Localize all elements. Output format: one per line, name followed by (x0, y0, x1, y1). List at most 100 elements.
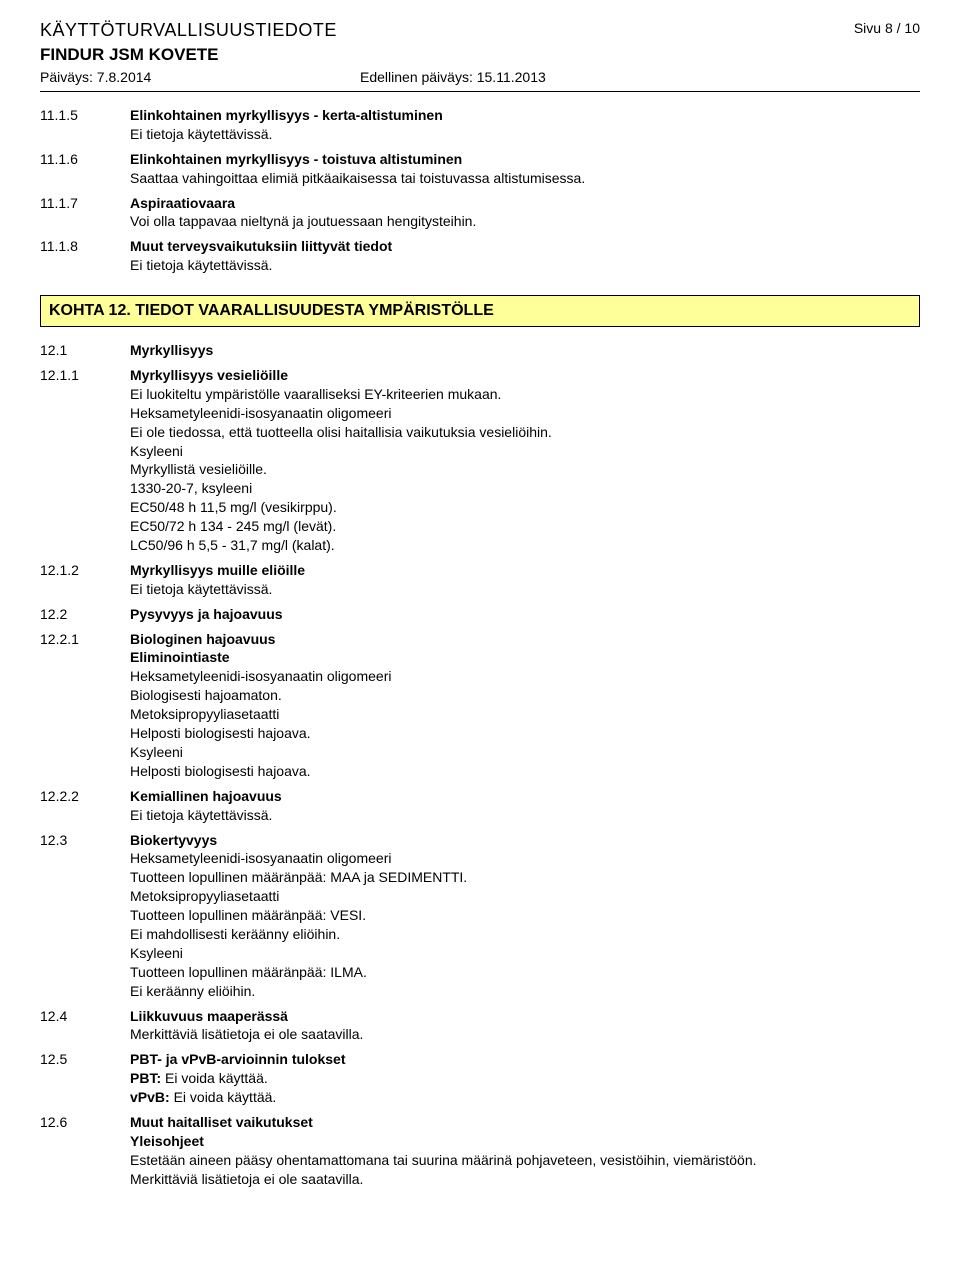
kv-value: Ei voida käyttää. (170, 1089, 277, 1105)
kv-key: PBT: (130, 1070, 161, 1086)
section-block: 12.5PBT- ja vPvB-arvioinnin tuloksetPBT:… (40, 1050, 920, 1107)
section-number: 11.1.6 (40, 150, 130, 188)
section-text-line: Estetään aineen pääsy ohentamattomana ta… (130, 1151, 920, 1170)
section-block: 12.2.2Kemiallinen hajoavuusEi tietoja kä… (40, 787, 920, 825)
section-title: Biologinen hajoavuus (130, 630, 920, 649)
section-text-line: Biologisesti hajoamaton. (130, 686, 920, 705)
section-block: 12.1.2Myrkyllisyys muille eliöilleEi tie… (40, 561, 920, 599)
section-row: 12.2.2Kemiallinen hajoavuusEi tietoja kä… (40, 787, 920, 825)
section-text-line: Voi olla tappavaa nieltynä ja joutuessaa… (130, 212, 920, 231)
header-row: KÄYTTÖTURVALLISUUSTIEDOTE Sivu 8 / 10 (40, 20, 920, 41)
section-body: Elinkohtainen myrkyllisyys - toistuva al… (130, 150, 920, 188)
section-kv-line: PBT: Ei voida käyttää. (130, 1069, 920, 1088)
section-number: 12.2.2 (40, 787, 130, 825)
section-number: 12.1.1 (40, 366, 130, 555)
section-title: Muut terveysvaikutuksiin liittyvät tiedo… (130, 237, 920, 256)
section-number: 11.1.7 (40, 194, 130, 232)
section-text-line: EC50/48 h 11,5 mg/l (vesikirppu). (130, 498, 920, 517)
section-number: 12.1 (40, 341, 130, 360)
kv-key: vPvB: (130, 1089, 170, 1105)
section-text-line: Heksametyleenidi-isosyanaatin oligomeeri (130, 404, 920, 423)
section-row: 12.6Muut haitalliset vaikutuksetYleisohj… (40, 1113, 920, 1189)
section-title: Liikkuvuus maaperässä (130, 1007, 920, 1026)
section-body: BiokertyvyysHeksametyleenidi-isosyanaati… (130, 831, 920, 1001)
section-text-line: Metoksipropyyliasetaatti (130, 887, 920, 906)
section-block: 11.1.5Elinkohtainen myrkyllisyys - kerta… (40, 106, 920, 144)
page-number: Sivu 8 / 10 (854, 20, 920, 36)
section-body: Kemiallinen hajoavuusEi tietoja käytettä… (130, 787, 920, 825)
section-number: 12.2.1 (40, 630, 130, 781)
kohta-12-header: KOHTA 12. TIEDOT VAARALLISUUDESTA YMPÄRI… (40, 295, 920, 327)
section-text-line: Ksyleeni (130, 442, 920, 461)
dates-row: Päiväys: 7.8.2014 Edellinen päiväys: 15.… (40, 69, 920, 85)
date-current: Päiväys: 7.8.2014 (40, 69, 360, 85)
doc-type: KÄYTTÖTURVALLISUUSTIEDOTE (40, 20, 337, 41)
section-row: 12.5PBT- ja vPvB-arvioinnin tuloksetPBT:… (40, 1050, 920, 1107)
section-text-line: 1330-20-7, ksyleeni (130, 479, 920, 498)
section-text-line: Ksyleeni (130, 944, 920, 963)
section-number: 12.2 (40, 605, 130, 624)
section-row: 11.1.5Elinkohtainen myrkyllisyys - kerta… (40, 106, 920, 144)
section-text-line: LC50/96 h 5,5 - 31,7 mg/l (kalat). (130, 536, 920, 555)
section-text-line: Ei luokiteltu ympäristölle vaaralliseksi… (130, 385, 920, 404)
section-text-line: Heksametyleenidi-isosyanaatin oligomeeri (130, 667, 920, 686)
section-number: 12.3 (40, 831, 130, 1001)
date-previous: Edellinen päiväys: 15.11.2013 (360, 69, 546, 85)
section-title: Myrkyllisyys vesieliöille (130, 366, 920, 385)
section-text-line: Metoksipropyyliasetaatti (130, 705, 920, 724)
section-row: 12.3BiokertyvyysHeksametyleenidi-isosyan… (40, 831, 920, 1001)
section-title: Pysyvyys ja hajoavuus (130, 605, 920, 624)
section-text-line: EC50/72 h 134 - 245 mg/l (levät). (130, 517, 920, 536)
section-title: Biokertyvyys (130, 831, 920, 850)
section-text-line: Ksyleeni (130, 743, 920, 762)
section-body: Biologinen hajoavuusEliminointiasteHeksa… (130, 630, 920, 781)
section-row: 12.1.2Myrkyllisyys muille eliöilleEi tie… (40, 561, 920, 599)
section-text-line: Ei tietoja käytettävissä. (130, 580, 920, 599)
section-body: Myrkyllisyys (130, 341, 920, 360)
section-number: 12.5 (40, 1050, 130, 1107)
section-block: 12.2.1Biologinen hajoavuusEliminointiast… (40, 630, 920, 781)
section-row: 12.2Pysyvyys ja hajoavuus (40, 605, 920, 624)
section-text-line: Tuotteen lopullinen määränpää: ILMA. (130, 963, 920, 982)
section-subtitle: Eliminointiaste (130, 648, 920, 667)
section-text-line: Merkittäviä lisätietoja ei ole saatavill… (130, 1025, 920, 1044)
section-text-line: Heksametyleenidi-isosyanaatin oligomeeri (130, 849, 920, 868)
section-body: Elinkohtainen myrkyllisyys - kerta-altis… (130, 106, 920, 144)
section-block: 12.1.1Myrkyllisyys vesieliöilleEi luokit… (40, 366, 920, 555)
section-block: 12.3BiokertyvyysHeksametyleenidi-isosyan… (40, 831, 920, 1001)
section-text-line: Helposti biologisesti hajoava. (130, 762, 920, 781)
section-text-line: Tuotteen lopullinen määränpää: MAA ja SE… (130, 868, 920, 887)
section-text-line: Ei tietoja käytettävissä. (130, 806, 920, 825)
section-row: 11.1.8Muut terveysvaikutuksiin liittyvät… (40, 237, 920, 275)
section-body: Muut terveysvaikutuksiin liittyvät tiedo… (130, 237, 920, 275)
section-title: PBT- ja vPvB-arvioinnin tulokset (130, 1050, 920, 1069)
section-title: Elinkohtainen myrkyllisyys - toistuva al… (130, 150, 920, 169)
section-row: 11.1.6Elinkohtainen myrkyllisyys - toist… (40, 150, 920, 188)
section-number: 11.1.5 (40, 106, 130, 144)
section-body: Liikkuvuus maaperässäMerkittäviä lisätie… (130, 1007, 920, 1045)
section-row: 12.1Myrkyllisyys (40, 341, 920, 360)
section-kv-line: vPvB: Ei voida käyttää. (130, 1088, 920, 1107)
section-text-line: Helposti biologisesti hajoava. (130, 724, 920, 743)
section-row: 12.4Liikkuvuus maaperässäMerkittäviä lis… (40, 1007, 920, 1045)
sections-12: 12.1Myrkyllisyys12.1.1Myrkyllisyys vesie… (40, 341, 920, 1188)
header-divider (40, 91, 920, 92)
section-text-line: Ei tietoja käytettävissä. (130, 125, 920, 144)
section-subtitle: Yleisohjeet (130, 1132, 920, 1151)
section-title: Elinkohtainen myrkyllisyys - kerta-altis… (130, 106, 920, 125)
section-title: Kemiallinen hajoavuus (130, 787, 920, 806)
section-block: 11.1.6Elinkohtainen myrkyllisyys - toist… (40, 150, 920, 188)
section-block: 12.6Muut haitalliset vaikutuksetYleisohj… (40, 1113, 920, 1189)
section-body: AspiraatiovaaraVoi olla tappavaa nieltyn… (130, 194, 920, 232)
section-row: 11.1.7AspiraatiovaaraVoi olla tappavaa n… (40, 194, 920, 232)
section-number: 12.4 (40, 1007, 130, 1045)
sections-11: 11.1.5Elinkohtainen myrkyllisyys - kerta… (40, 106, 920, 275)
section-text-line: Myrkyllistä vesieliöille. (130, 460, 920, 479)
kv-value: Ei voida käyttää. (161, 1070, 268, 1086)
product-name: FINDUR JSM KOVETE (40, 45, 920, 65)
section-block: 11.1.7AspiraatiovaaraVoi olla tappavaa n… (40, 194, 920, 232)
section-text-line: Saattaa vahingoittaa elimiä pitkäaikaise… (130, 169, 920, 188)
section-row: 12.2.1Biologinen hajoavuusEliminointiast… (40, 630, 920, 781)
section-row: 12.1.1Myrkyllisyys vesieliöilleEi luokit… (40, 366, 920, 555)
section-text-line: Merkittäviä lisätietoja ei ole saatavill… (130, 1170, 920, 1189)
